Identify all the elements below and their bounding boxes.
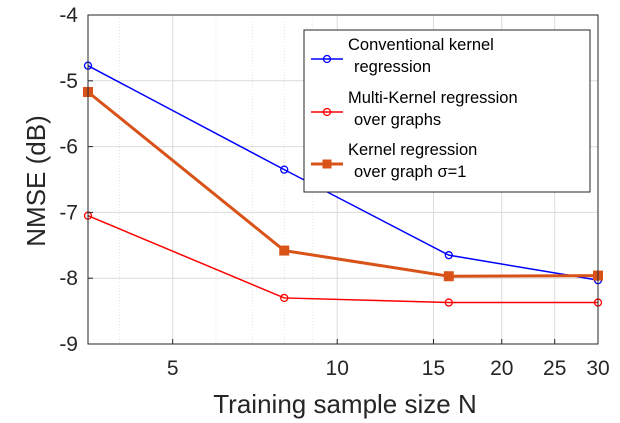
x-axis-label: Training sample size N [213,389,476,419]
x-tick-label: 5 [167,357,179,380]
legend-swatch-marker [322,107,332,117]
series-line [87,90,599,278]
legend-label-line: Conventional kernel [348,36,494,54]
x-ticks: 5 10 15 20 25 30 [167,339,610,380]
y-tick-label: -8 [59,267,78,290]
legend-swatch-marker [322,54,332,64]
legend-box [303,29,591,193]
legend-label-line: Multi-Kernel regression [348,89,518,107]
series-line [87,65,599,281]
axes-frame [87,14,599,345]
legend-label-line: Kernel regression [348,141,477,159]
y-tick-label: -9 [59,333,78,356]
y-ticks: -9 -8 -7 -6 -5 -4 [59,4,93,356]
y-tick-label: -7 [59,201,78,224]
x-tick-label: 10 [326,357,349,380]
x-tick-label: 25 [543,357,566,380]
legend-label-line: over graphs [354,111,441,129]
x-tick-label: 20 [490,357,513,380]
legend: Conventional kernel regression Multi-Kerne… [303,29,591,193]
data-point [444,251,453,260]
data-point [444,298,453,307]
data-point [280,165,289,174]
series-line [87,214,598,304]
data-point [279,245,290,256]
x-tick-label: 15 [422,357,445,380]
legend-entry-2: Kernel regression over graph σ=1 [311,141,477,181]
legend-label-line: over graph σ=1 [354,163,466,181]
x-tick-label: 30 [586,357,609,380]
legend-label-line: regression [354,58,431,76]
data-point [443,271,454,282]
y-axis-label: NMSE (dB) [21,115,51,246]
legend-swatch-marker [322,159,332,169]
y-tick-label: -6 [59,136,78,159]
y-tick-label: -5 [59,70,78,93]
legend-entry-0: Conventional kernel regression [311,36,494,76]
y-tick-label: -4 [59,4,78,27]
data-point [280,293,289,303]
legend-entry-1: Multi-Kernel regression over graphs [311,89,518,129]
